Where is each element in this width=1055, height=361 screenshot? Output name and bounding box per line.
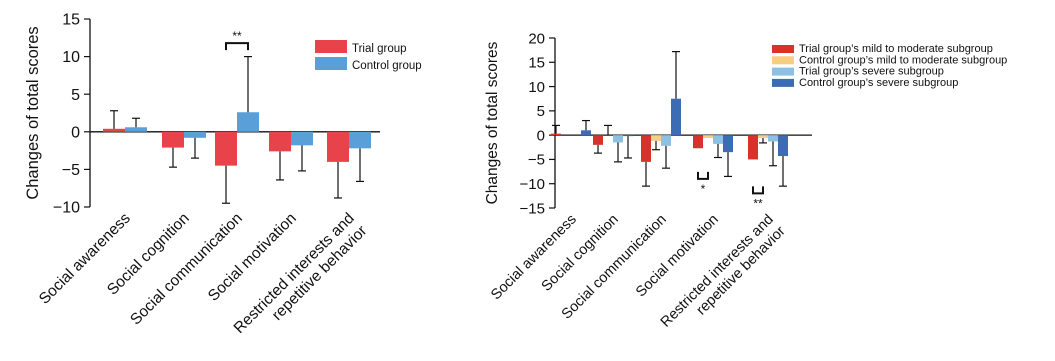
- bar: [703, 135, 713, 139]
- y-tick-label: 0: [537, 127, 545, 144]
- bar: [349, 131, 371, 149]
- bar: [581, 130, 591, 136]
- legend-swatch: [315, 40, 347, 53]
- legend-swatch: [772, 67, 794, 76]
- legend-label: Trial group’s severe subgroup: [799, 66, 944, 78]
- y-tick-label: 15: [62, 12, 80, 29]
- significance-bracket: [697, 171, 709, 180]
- bar: [125, 127, 147, 132]
- bar: [327, 131, 349, 162]
- chart-2: −15 −10 −5 0 5 10 15 20 Changes of total scores *…: [484, 30, 1007, 342]
- bar: [641, 135, 651, 162]
- bar: [623, 135, 633, 137]
- bar: [758, 135, 768, 139]
- legend-swatch: [772, 78, 794, 87]
- bar: [651, 135, 661, 141]
- y-axis-label: Changes of total scores: [484, 41, 501, 204]
- y-tick-label: −5: [528, 152, 545, 169]
- bar: [661, 135, 671, 146]
- y-tick-label: 5: [71, 87, 80, 104]
- significance-label: **: [232, 29, 242, 43]
- bar: [613, 135, 623, 143]
- bar: [778, 135, 788, 157]
- legend-swatch: [315, 57, 347, 70]
- y-tick-label: 0: [71, 124, 80, 141]
- legend-label: Control group’s severe subgroup: [799, 77, 958, 89]
- legend-label: Trial group: [352, 43, 407, 55]
- y-tick-label: 10: [62, 49, 80, 66]
- y-tick-label: −10: [520, 176, 545, 193]
- legend-swatch: [772, 45, 794, 53]
- y-axis-label: Changes of total scores: [24, 26, 42, 199]
- y-tick-label: 15: [528, 55, 545, 72]
- legend-label: Control group’s mild to moderate subgrou…: [799, 54, 1007, 66]
- legend-swatch: [772, 56, 794, 65]
- bar: [269, 131, 291, 152]
- y-tick-label: −10: [53, 200, 80, 217]
- legend: Trial group Control group: [315, 40, 422, 72]
- y-tick-label: 5: [537, 103, 545, 120]
- bar: [162, 131, 184, 148]
- significance-bracket: [225, 42, 249, 51]
- bar: [593, 135, 603, 145]
- category-label-line: Restricted interests and: [231, 210, 358, 337]
- y-tick-label: 20: [528, 30, 545, 47]
- significance-label: **: [753, 196, 763, 210]
- y-tick-label: 10: [528, 79, 545, 96]
- significance-bracket: [752, 186, 764, 195]
- bar: [768, 135, 778, 142]
- category-label: Restricted interests andrepetitive behav…: [658, 211, 789, 342]
- bar: [215, 131, 237, 166]
- significance-label: *: [701, 182, 706, 196]
- bar: [748, 135, 758, 160]
- y-tick-label: −5: [62, 162, 80, 179]
- legend-label: Trial group’s mild to moderate subgroup: [799, 43, 993, 55]
- bar: [291, 131, 313, 146]
- bar: [671, 98, 681, 136]
- bar: [723, 135, 733, 153]
- bar: [713, 135, 723, 144]
- legend: Trial group’s mild to moderate subgroupC…: [772, 43, 1007, 89]
- bar: [693, 135, 703, 149]
- bar: [551, 133, 561, 136]
- bar: [103, 128, 125, 132]
- bar: [184, 131, 206, 138]
- category-label-line: Restricted interests and: [658, 212, 777, 331]
- category-label: Restricted interests andrepetitive behav…: [231, 210, 371, 350]
- bar: [237, 112, 259, 132]
- y-tick-label: −15: [520, 200, 545, 217]
- legend-label: Control group: [352, 60, 422, 72]
